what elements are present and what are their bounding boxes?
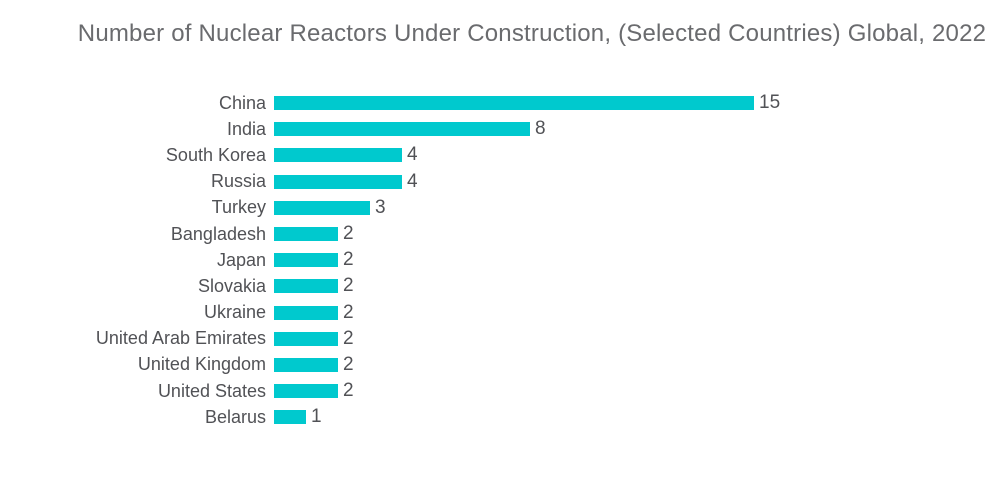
category-label: United States bbox=[157, 380, 266, 401]
bar bbox=[274, 200, 370, 215]
bar-chart: China 15 India 8 South Korea 4 Russia 4 Turkey 3 B… bbox=[0, 90, 1000, 430]
chart-title: Number of Nuclear Reactors Under Constru… bbox=[77, 20, 987, 47]
bar bbox=[274, 148, 402, 163]
category-label: Belarus bbox=[204, 406, 266, 427]
category-label: United Kingdom bbox=[137, 354, 266, 375]
value-label: 2 bbox=[343, 327, 354, 349]
category-label: Turkey bbox=[211, 197, 266, 218]
bar bbox=[274, 174, 402, 189]
value-label: 15 bbox=[759, 92, 781, 114]
bar bbox=[274, 279, 338, 294]
bar-row: Ukraine 2 bbox=[0, 300, 1000, 326]
bar-row: India 8 bbox=[0, 116, 1000, 142]
bar bbox=[274, 410, 306, 425]
value-label: 4 bbox=[407, 170, 418, 192]
bar bbox=[274, 227, 338, 242]
category-label: Slovakia bbox=[197, 275, 266, 296]
bar-row: Bangladesh 2 bbox=[0, 221, 1000, 247]
bar-row: South Korea 4 bbox=[0, 142, 1000, 168]
bar-row: United Kingdom 2 bbox=[0, 352, 1000, 378]
bar bbox=[274, 122, 530, 137]
bar-row: China 15 bbox=[0, 90, 1000, 116]
bar bbox=[274, 96, 754, 111]
bar-row: United States 2 bbox=[0, 378, 1000, 404]
bar-row: Slovakia 2 bbox=[0, 273, 1000, 299]
value-label: 1 bbox=[311, 406, 322, 428]
value-label: 2 bbox=[343, 353, 354, 375]
bar-row: Belarus 1 bbox=[0, 404, 1000, 430]
category-label: Ukraine bbox=[203, 302, 266, 323]
bar bbox=[274, 253, 338, 268]
value-label: 3 bbox=[375, 196, 386, 218]
category-label: India bbox=[226, 118, 266, 139]
category-label: United Arab Emirates bbox=[95, 328, 266, 349]
bar-row: Japan 2 bbox=[0, 247, 1000, 273]
value-label: 2 bbox=[343, 301, 354, 323]
category-label: South Korea bbox=[165, 144, 266, 165]
value-label: 2 bbox=[343, 223, 354, 245]
bar bbox=[274, 331, 338, 346]
bar bbox=[274, 384, 338, 399]
category-label: Russia bbox=[210, 171, 266, 192]
value-label: 2 bbox=[343, 275, 354, 297]
category-label: China bbox=[218, 92, 266, 113]
value-label: 2 bbox=[343, 380, 354, 402]
value-label: 4 bbox=[407, 144, 418, 166]
category-label: Bangladesh bbox=[170, 223, 266, 244]
value-label: 2 bbox=[343, 249, 354, 271]
bar bbox=[274, 357, 338, 372]
bar-row: United Arab Emirates 2 bbox=[0, 326, 1000, 352]
category-label: Japan bbox=[216, 249, 266, 270]
value-label: 8 bbox=[535, 118, 546, 140]
bar-row: Russia 4 bbox=[0, 169, 1000, 195]
bar bbox=[274, 305, 338, 320]
bar-row: Turkey 3 bbox=[0, 195, 1000, 221]
